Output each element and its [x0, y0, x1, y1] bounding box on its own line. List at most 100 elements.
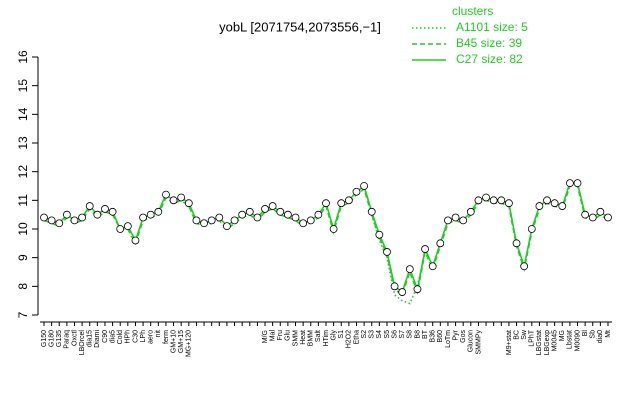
y-tick-label: 16 — [16, 50, 30, 64]
data-point — [116, 225, 125, 233]
x-tick-label: Gos — [460, 330, 467, 343]
x-tick-label: LBGstat — [536, 330, 543, 355]
chart-title: yobL [2071754,2073556,−1] — [219, 19, 381, 34]
data-point — [588, 213, 597, 222]
x-tick-label: Bl — [582, 330, 589, 337]
x-tick-label: ferm — [163, 330, 170, 344]
data-point — [352, 187, 361, 196]
data-point — [108, 207, 117, 216]
x-tick-label: S4 — [376, 330, 383, 339]
data-point — [444, 216, 452, 225]
data-point — [146, 210, 155, 219]
x-tick-label: Gly — [330, 330, 337, 341]
x-tick-label: LPhT — [529, 329, 536, 346]
x-tick-label: G180 — [48, 330, 55, 347]
data-point — [565, 179, 574, 188]
x-tick-label: Mal — [269, 330, 276, 342]
x-tick-label: BC — [513, 330, 520, 340]
y-tick-label: 9 — [16, 254, 30, 261]
x-tick-label: LPh — [140, 330, 147, 343]
data-point — [474, 196, 483, 205]
data-point — [360, 182, 369, 190]
data-point — [78, 213, 87, 222]
x-tick-label: Diami — [94, 330, 101, 348]
data-point — [85, 202, 94, 210]
data-point — [55, 219, 64, 228]
data-point — [581, 210, 590, 219]
x-tick-label: B36 — [430, 330, 437, 343]
data-point — [520, 262, 529, 271]
data-point — [291, 213, 300, 222]
data-point — [413, 285, 422, 294]
x-tick-label: Salt — [315, 330, 322, 342]
x-tick-label: H2O2 — [346, 330, 353, 348]
data-point — [215, 213, 224, 222]
x-tick-label: aero — [148, 330, 155, 344]
x-tick-label: M9+stat — [506, 330, 513, 355]
data-point — [200, 219, 208, 228]
data-point — [604, 213, 612, 222]
data-point — [283, 210, 292, 219]
legend-label: C27 size: 82 — [456, 52, 523, 66]
x-tick-label: LBGexp — [544, 330, 551, 355]
data-point — [459, 216, 468, 225]
data-point — [390, 282, 399, 291]
x-tick-label: GM+10 — [170, 330, 177, 353]
data-point — [383, 248, 391, 256]
x-tick-label: MG — [559, 330, 566, 341]
x-tick-label: B8 — [414, 330, 421, 339]
data-point — [344, 196, 353, 205]
x-tick-label: Etha — [353, 330, 360, 345]
y-tick-label: 8 — [16, 283, 30, 290]
y-tick-label: 7 — [16, 311, 30, 318]
x-tick-label: MG+120 — [186, 330, 193, 357]
x-tick-label: Cold — [117, 330, 124, 345]
data-point — [238, 210, 247, 219]
data-point — [93, 210, 102, 219]
data-point — [375, 230, 384, 239]
data-point — [299, 219, 308, 228]
x-tick-label: nit — [155, 330, 162, 337]
data-point — [101, 205, 109, 213]
x-tick-label: dia15 — [87, 330, 94, 347]
x-tick-label: dia5 — [109, 330, 116, 343]
data-point — [421, 245, 429, 253]
x-tick-label: GM+15 — [178, 330, 185, 353]
data-point — [268, 202, 277, 210]
data-point — [451, 213, 460, 222]
data-point — [322, 199, 330, 208]
x-tick-label: Mt — [605, 330, 612, 338]
data-point — [573, 179, 582, 188]
data-point — [230, 216, 239, 225]
data-point — [550, 199, 559, 208]
data-point — [512, 239, 521, 248]
data-point — [47, 216, 56, 225]
x-tick-label: M/G — [262, 330, 269, 343]
data-point — [428, 262, 437, 271]
x-tick-label: HTim — [323, 330, 330, 347]
data-point — [497, 196, 506, 205]
y-tick-label: 11 — [16, 194, 30, 207]
x-tick-label: SMMPy — [475, 330, 482, 355]
x-tick-label: B60 — [437, 330, 444, 343]
data-point — [154, 207, 163, 216]
x-tick-label: Heat — [300, 330, 307, 345]
data-point — [314, 210, 323, 219]
x-tick-label: Oxctl — [71, 330, 78, 346]
x-tick-label: Glu — [285, 330, 292, 341]
data-point — [482, 193, 490, 202]
data-point — [177, 193, 186, 202]
x-tick-label: Sb — [590, 330, 597, 339]
data-point — [223, 222, 231, 231]
data-point — [535, 202, 544, 210]
data-point — [306, 216, 315, 225]
data-point — [398, 288, 407, 296]
data-point — [253, 213, 262, 222]
x-tick-label: BMM — [308, 330, 315, 347]
data-point — [489, 196, 498, 205]
data-point — [367, 207, 376, 216]
y-tick-label: 15 — [16, 79, 30, 93]
data-point — [505, 199, 513, 208]
data-point — [543, 196, 551, 205]
